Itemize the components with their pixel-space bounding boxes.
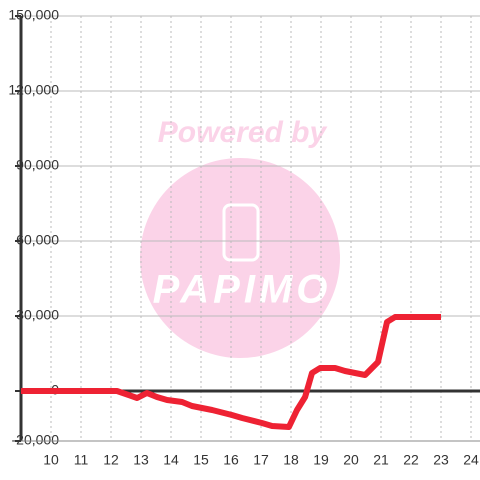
- data-line: [21, 314, 441, 430]
- x-tick-label: 14: [163, 452, 179, 468]
- watermark-logo: PAPIMO: [153, 268, 332, 312]
- y-tick-label: 90,000: [16, 157, 59, 173]
- x-tick-label: 12: [103, 452, 119, 468]
- y-tick-label: 150,000: [8, 7, 59, 23]
- y-tick-label: 60,000: [16, 232, 59, 248]
- watermark-circle: [140, 158, 340, 358]
- y-tick-label: -20,000: [12, 432, 60, 448]
- watermark-icon: [222, 203, 260, 262]
- x-tick-label: 17: [253, 452, 269, 468]
- x-tick-label: 15: [193, 452, 209, 468]
- x-tick-label: 19: [313, 452, 329, 468]
- x-tick-label: 24: [463, 452, 479, 468]
- x-tick-label: 22: [403, 452, 419, 468]
- x-tick-label: 10: [43, 452, 59, 468]
- x-tick-label: 11: [74, 452, 89, 468]
- watermark: Powered by PAPIMO: [140, 116, 340, 358]
- y-tick-label: 120,000: [8, 82, 59, 98]
- x-tick-label: 13: [133, 452, 149, 468]
- x-tick-label: 23: [433, 452, 449, 468]
- x-tick-label: 16: [223, 452, 239, 468]
- x-tick-label: 21: [373, 452, 389, 468]
- x-tick-label: 18: [283, 452, 299, 468]
- watermark-text: Powered by: [158, 116, 328, 149]
- y-tick-label: 30,000: [16, 307, 59, 323]
- x-tick-label: 20: [343, 452, 359, 468]
